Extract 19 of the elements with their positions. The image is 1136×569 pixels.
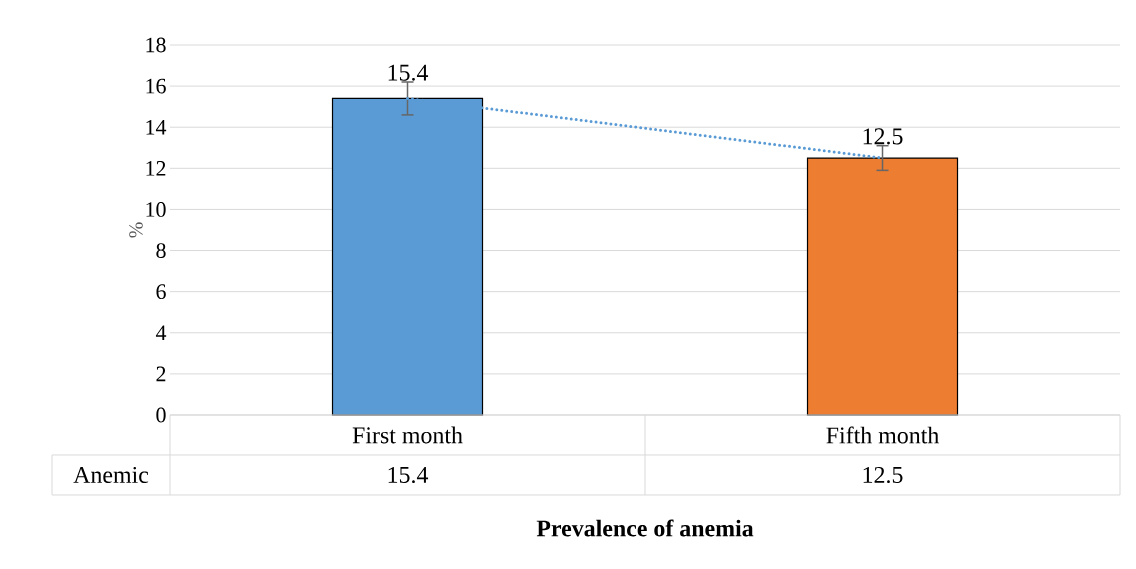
y-tick-label: 8 (156, 243, 166, 258)
y-tick-label: 6 (156, 284, 166, 300)
text: 12.5 (863, 128, 903, 145)
y-tick-label: 14 (146, 119, 167, 135)
y-tick-label: 0 (156, 407, 166, 423)
y-tick-label: 16 (146, 78, 166, 94)
y-tick-label: 12 (146, 161, 166, 176)
y-tick-label: 10 (146, 202, 166, 217)
x-tick-label: Fifth month (826, 426, 939, 444)
text: Anemic (73, 466, 149, 484)
data-label: 12.5 (863, 466, 903, 484)
x-tick-label: First month (352, 426, 463, 444)
y-axis-title: % (129, 222, 143, 238)
y-tick-label: 4 (155, 325, 167, 340)
y-tick-label: 18 (146, 37, 166, 53)
data-label: 15.4 (388, 466, 429, 484)
x-axis-title: Prevalence of anemia (536, 519, 754, 537)
text: 15.4 (388, 64, 429, 81)
y-tick-label: 2 (156, 366, 166, 382)
